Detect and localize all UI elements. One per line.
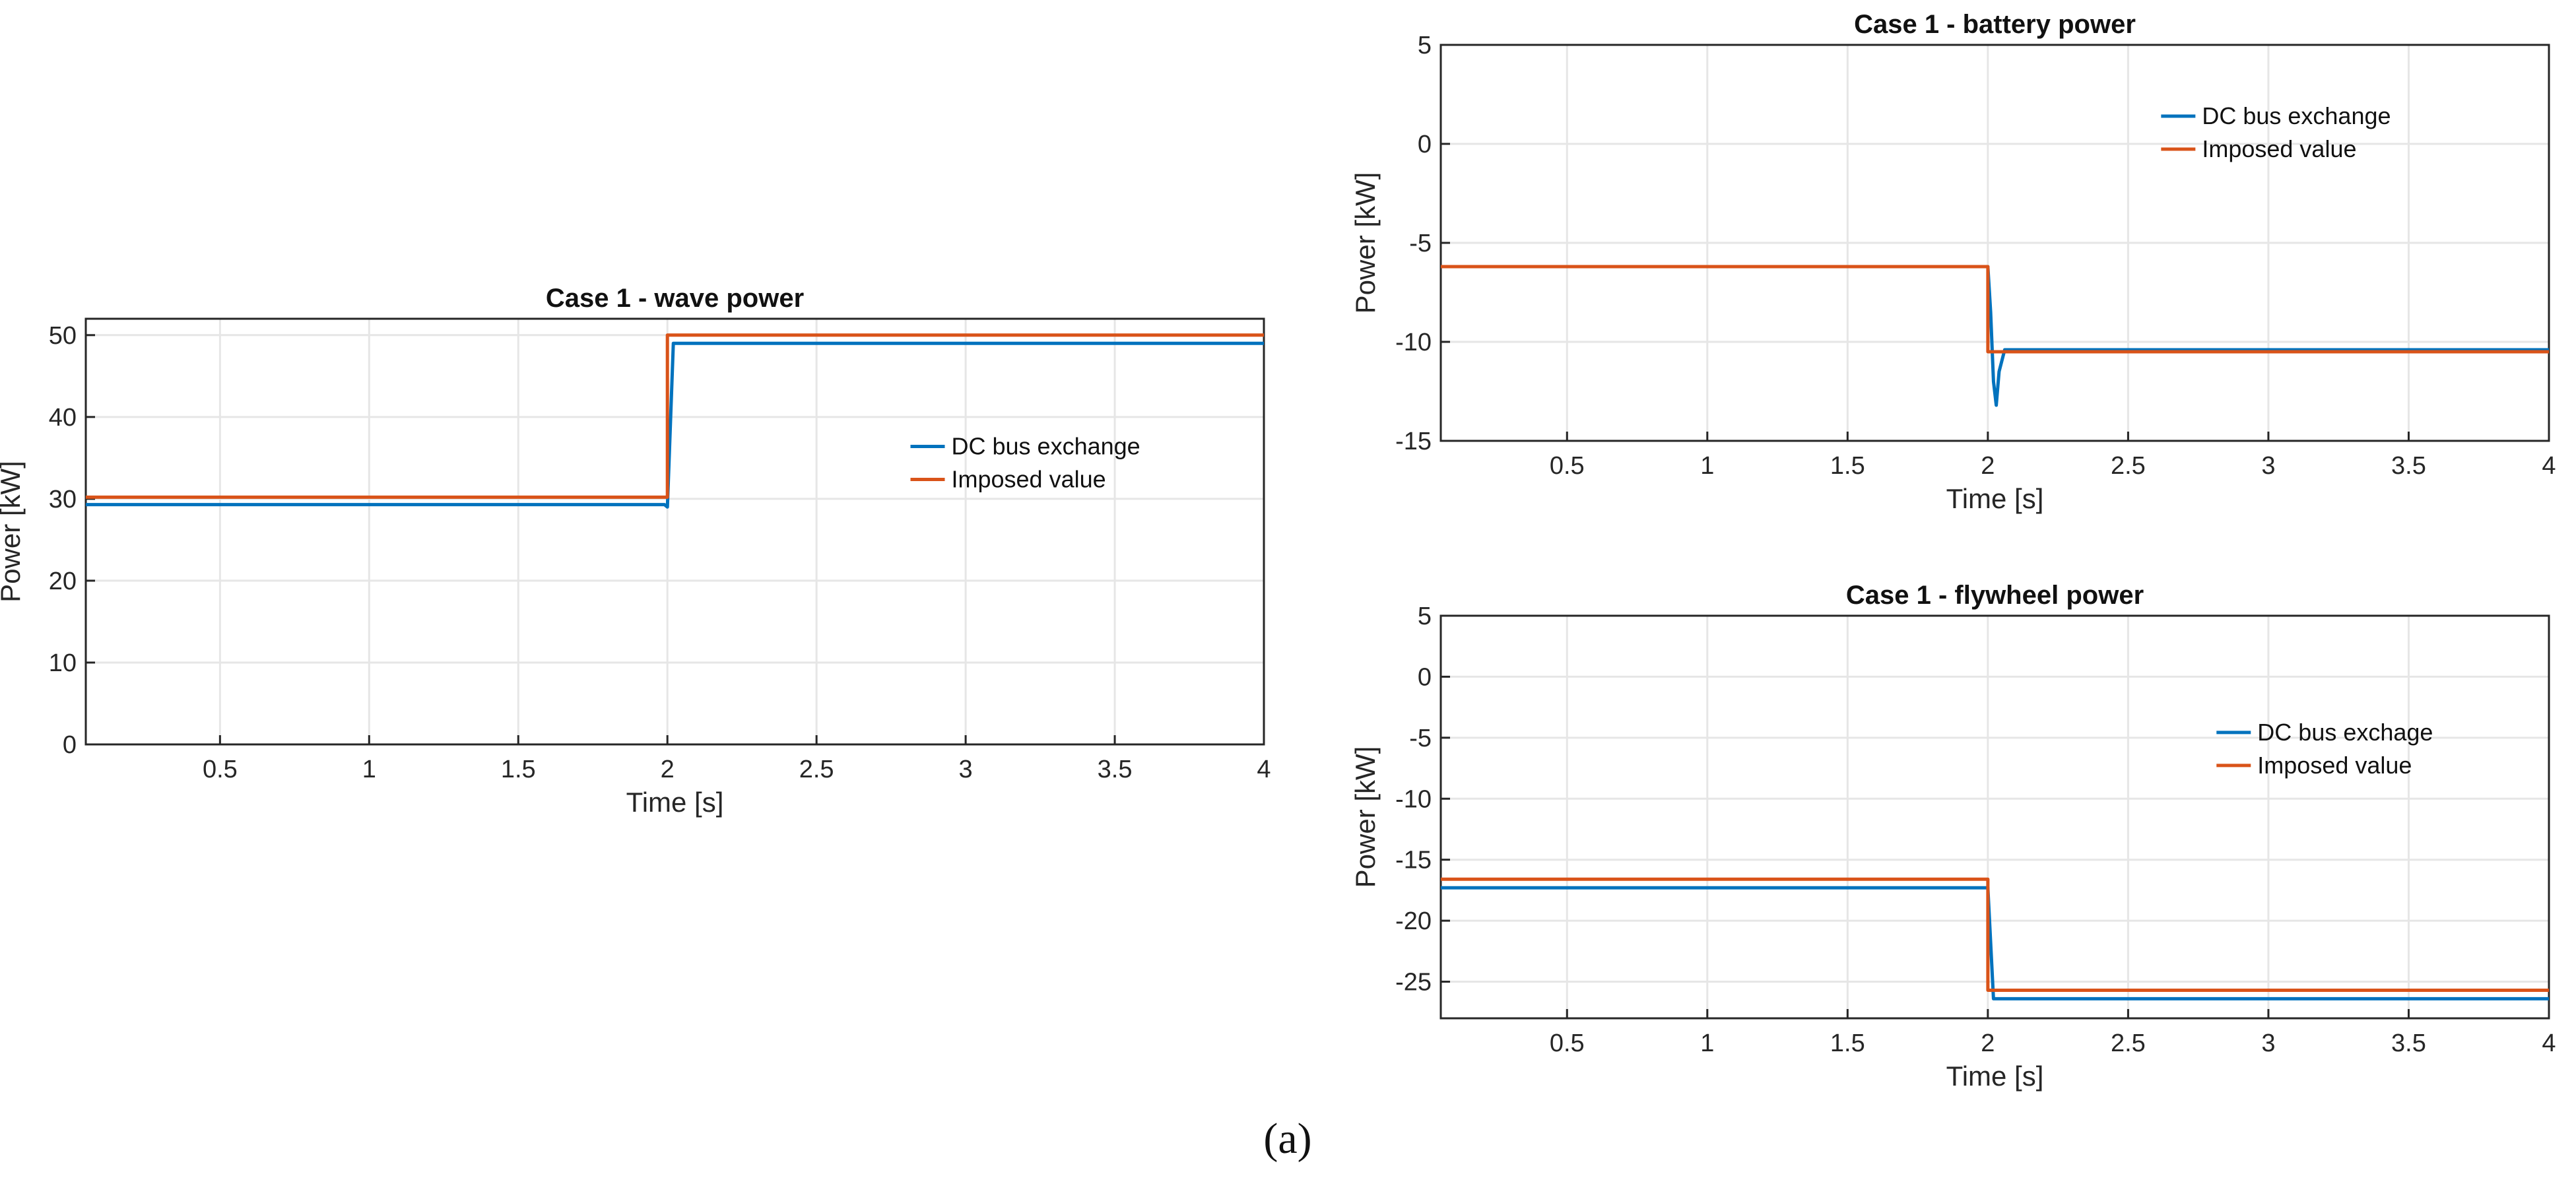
y-tick-label: -10 [1395,785,1432,813]
y-tick-label: 0 [63,731,77,759]
y-tick-label: 5 [1418,603,1432,630]
x-tick-label: 4 [2542,1030,2556,1057]
x-tick-label: 1 [1700,1030,1714,1057]
plot-area [86,319,1264,744]
y-tick-label: 0 [1418,663,1432,691]
x-tick-label: 0.5 [203,756,238,783]
series-line-imposed [1441,265,2549,354]
x-tick-label: 2 [661,756,675,783]
x-tick-label: 4 [1257,756,1271,783]
x-tick-label: 2 [1981,452,1995,480]
y-tick-label: 20 [49,568,77,595]
chart-title: Case 1 - battery power [1854,10,2136,39]
x-tick-label: 3 [959,756,973,783]
axes-box [84,317,1265,746]
x-tick-label: 3 [2261,452,2275,480]
y-tick-label: -20 [1395,907,1432,935]
x-tick-label: 2.5 [2111,452,2146,480]
y-tick-label: 30 [49,486,77,513]
y-tick-label: 0 [1418,131,1432,158]
y-axis-label: Power [kW] [1350,172,1381,314]
x-tick-label: 3.5 [2391,452,2426,480]
x-tick-label: 2.5 [2111,1030,2146,1057]
chart-title: Case 1 - wave power [546,284,804,313]
plot-area [1441,616,2549,1018]
legend-entry: DC bus exchange [2202,102,2391,129]
x-tick-label: 0.5 [1550,1030,1585,1057]
legend-entry: Imposed value [2257,752,2412,779]
y-tick-label: 10 [49,649,77,677]
y-tick-label: 40 [49,404,77,432]
axes-box [1439,614,2550,1020]
y-tick-label: 5 [1418,32,1432,59]
legend-entry: DC bus exchage [2257,719,2433,746]
x-tick-label: 3 [2261,1030,2275,1057]
battery-power-chart: 0.5 1 1.5 2 2.5 3 3.5 4 -15 -10 -5 0 5 Case 1 - batte… [1350,10,2556,514]
x-tick-label: 3.5 [1098,756,1133,783]
series-line-imposed [1441,877,2549,992]
x-tick-label: 1 [1700,452,1714,480]
x-tick-label: 1 [362,756,376,783]
figure-caption: (a) [1263,1115,1311,1163]
x-tick-label: 1.5 [1830,1030,1865,1057]
x-tick-label: 2.5 [799,756,834,783]
y-tick-label: -10 [1395,329,1432,356]
series-line-dc-bus [86,341,1264,509]
x-tick-label: 4 [2542,452,2556,480]
y-axis-label: Power [kW] [0,461,26,603]
y-tick-label: -15 [1395,428,1432,455]
y-tick-label: 50 [49,322,77,350]
x-tick-label: 1.5 [1830,452,1865,480]
x-tick-label: 0.5 [1550,452,1585,480]
legend-entry: Imposed value [952,466,1106,493]
chart-title: Case 1 - flywheel power [1846,581,2144,610]
legend-entry: Imposed value [2202,135,2356,162]
x-axis-label: Time [s] [1946,483,2044,514]
series-line-imposed [86,333,1264,499]
x-tick-label: 3.5 [2391,1030,2426,1057]
legend-entry: DC bus exchange [952,433,1140,460]
y-tick-label: -5 [1409,230,1432,257]
x-axis-label: Time [s] [626,787,724,818]
x-tick-label: 2 [1981,1030,1995,1057]
x-axis-label: Time [s] [1946,1061,2044,1092]
y-axis-label: Power [kW] [1350,746,1381,888]
flywheel-power-chart: 0.5 1 1.5 2 2.5 3 3.5 4 -25 -20 -15 -10 -5 0 5 Case 1 -… [1350,581,2556,1092]
y-tick-label: -25 [1395,969,1432,997]
y-tick-label: -5 [1409,725,1432,752]
x-tick-label: 1.5 [501,756,536,783]
y-tick-label: -15 [1395,847,1432,874]
